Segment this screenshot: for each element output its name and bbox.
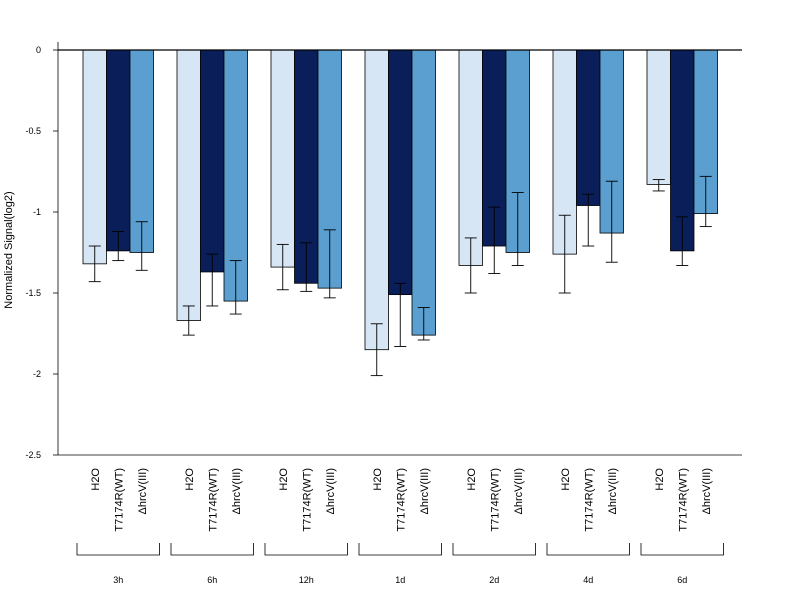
- category-labels-layer: H2O T7174R(WT) ΔhrcV(III) 3h H2O T7174R(WT) Δh…: [76, 468, 724, 585]
- bar-1d-2: [411, 49, 436, 336]
- error-bar-12h-1: [300, 242, 313, 292]
- y-tick-label: -2: [33, 369, 41, 379]
- bar-12h-0: [270, 49, 295, 268]
- group-bracket: [264, 543, 348, 556]
- error-bar-4d-1: [582, 193, 595, 247]
- error-bar-2d-1: [488, 206, 501, 275]
- group-bracket: [452, 543, 536, 556]
- category-label: H2O: [184, 468, 196, 491]
- y-tick-label: -0.5: [25, 126, 41, 136]
- bar-6h-1: [200, 49, 225, 273]
- error-bar-3h-0: [88, 245, 101, 283]
- group-label: 3h: [113, 575, 123, 585]
- category-label: ΔhrcV(III): [513, 468, 525, 514]
- y-tick-label: -1.5: [25, 288, 41, 298]
- axes-layer: 0 -0.5 -1 -1.5 -2 -2.5: [25, 42, 742, 460]
- error-bar-6d-1: [676, 216, 689, 266]
- error-bar-1d-2: [417, 307, 430, 341]
- bar-1d-0: [364, 49, 389, 351]
- group-label: 6d: [677, 575, 687, 585]
- category-label: H2O: [654, 468, 666, 491]
- bar-4d-1: [576, 49, 601, 206]
- group-bracket: [170, 543, 254, 556]
- bar-2d-0: [458, 49, 483, 266]
- bar-1d-1: [388, 49, 413, 296]
- error-bars-layer: [88, 175, 712, 377]
- category-label: ΔhrcV(III): [607, 468, 619, 514]
- category-label: T7174R(WT): [207, 468, 219, 532]
- error-bar-1d-1: [394, 282, 407, 347]
- category-label: T7174R(WT): [677, 468, 689, 532]
- bar-6h-0: [176, 49, 201, 321]
- category-label: ΔhrcV(III): [419, 468, 431, 514]
- y-tick-label: 0: [36, 45, 41, 55]
- category-label: H2O: [560, 468, 572, 491]
- category-label: ΔhrcV(III): [701, 468, 713, 514]
- error-bar-12h-0: [276, 243, 289, 291]
- error-bar-6h-2: [229, 260, 242, 315]
- group-bracket: [640, 543, 724, 556]
- y-tick-label: -1: [33, 207, 41, 217]
- error-bar-1d-0: [370, 323, 383, 377]
- error-bar-2d-2: [511, 192, 524, 266]
- group-bracket: [546, 543, 630, 556]
- category-label: T7174R(WT): [395, 468, 407, 532]
- category-label: T7174R(WT): [113, 468, 125, 532]
- group-label: 1d: [395, 575, 405, 585]
- bar-3h-1: [106, 49, 131, 252]
- category-label: H2O: [466, 468, 478, 491]
- category-label: T7174R(WT): [489, 468, 501, 532]
- category-label: H2O: [278, 468, 290, 491]
- group-bracket: [358, 543, 442, 556]
- error-bar-6h-0: [182, 305, 195, 336]
- error-bar-12h-2: [323, 229, 336, 299]
- bars-layer: [82, 49, 718, 351]
- bar-3h-0: [82, 49, 107, 265]
- error-bar-6d-2: [699, 175, 712, 228]
- error-bar-4d-0: [558, 214, 571, 294]
- group-bracket: [76, 543, 160, 556]
- group-label: 4d: [583, 575, 593, 585]
- category-label: H2O: [90, 468, 102, 491]
- error-bar-3h-1: [112, 230, 125, 262]
- category-label: ΔhrcV(III): [231, 468, 243, 514]
- category-label: ΔhrcV(III): [325, 468, 337, 514]
- error-bar-3h-2: [135, 221, 148, 271]
- error-bar-6d-0: [652, 179, 665, 192]
- error-bar-4d-2: [605, 180, 618, 263]
- group-label: 12h: [299, 575, 314, 585]
- error-bar-2d-0: [464, 237, 477, 294]
- group-label: 2d: [489, 575, 499, 585]
- category-label: T7174R(WT): [583, 468, 595, 532]
- error-bar-6h-1: [206, 253, 219, 307]
- category-label: H2O: [372, 468, 384, 491]
- y-axis-label: Normalized Signal(log2): [3, 191, 15, 308]
- group-label: 6h: [207, 575, 217, 585]
- category-label: T7174R(WT): [301, 468, 313, 532]
- bar-6d-0: [646, 49, 671, 185]
- y-tick-label: -2.5: [25, 450, 41, 460]
- category-label: ΔhrcV(III): [137, 468, 149, 514]
